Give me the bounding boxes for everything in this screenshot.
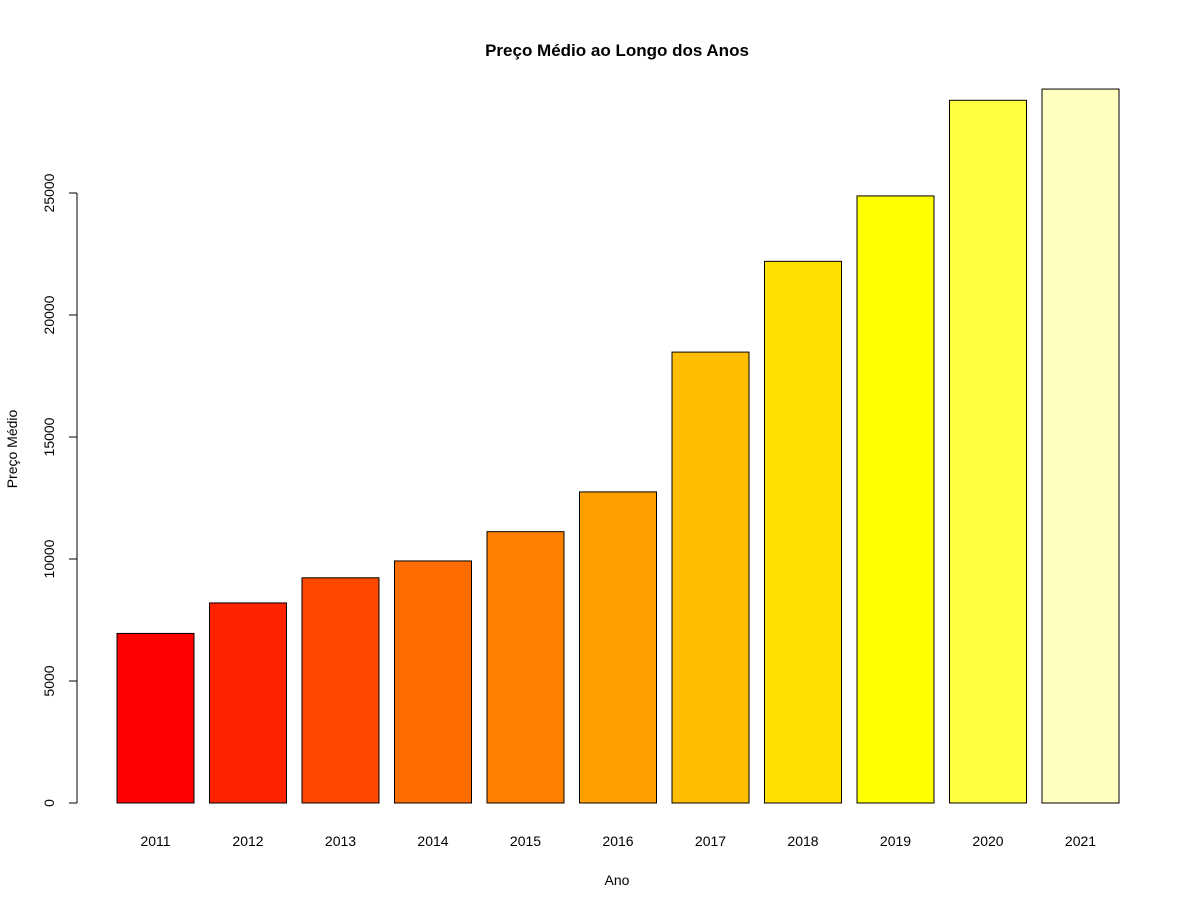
bar-2011 — [116, 632, 195, 804]
x-tick-label: 2014 — [417, 833, 448, 849]
chart-title: Preço Médio ao Longo dos Anos — [485, 41, 749, 60]
y-tick-label: 0 — [41, 799, 57, 807]
y-tick-label: 15000 — [41, 417, 57, 456]
bar-2019 — [856, 195, 935, 804]
y-tick-label: 10000 — [41, 539, 57, 578]
x-tick-label: 2020 — [972, 833, 1003, 849]
x-tick-label: 2012 — [232, 833, 263, 849]
bar-2021 — [1041, 88, 1120, 804]
x-tick-label: 2018 — [787, 833, 818, 849]
x-tick-label: 2013 — [325, 833, 356, 849]
x-tick-label: 2021 — [1065, 833, 1096, 849]
x-tick-labels: 2011 2012 2013 2014 2015 2016 2017 2018 2019 2020… — [140, 833, 1096, 849]
y-tick-label: 25000 — [41, 173, 57, 212]
x-tick-label: 2015 — [510, 833, 541, 849]
y-tick-label: 20000 — [41, 295, 57, 334]
x-tick-label: 2011 — [140, 833, 170, 849]
y-axis-label: Preço Médio — [4, 409, 20, 488]
y-tick-label: 5000 — [41, 665, 57, 696]
bars-group — [116, 88, 1120, 804]
bar-2014 — [394, 560, 472, 804]
bar-2015 — [486, 531, 565, 804]
x-axis-label: Ano — [605, 872, 630, 888]
bar-2018 — [764, 260, 842, 804]
bar-2012 — [209, 602, 287, 804]
bar-2020 — [949, 99, 1027, 804]
bar-2017 — [671, 351, 750, 804]
y-axis: 0 5000 10000 15000 20000 25000 — [41, 173, 78, 807]
x-tick-label: 2016 — [602, 833, 633, 849]
x-tick-label: 2017 — [695, 833, 726, 849]
bar-2016 — [579, 491, 657, 804]
bar-2013 — [301, 577, 380, 804]
x-tick-label: 2019 — [880, 833, 911, 849]
